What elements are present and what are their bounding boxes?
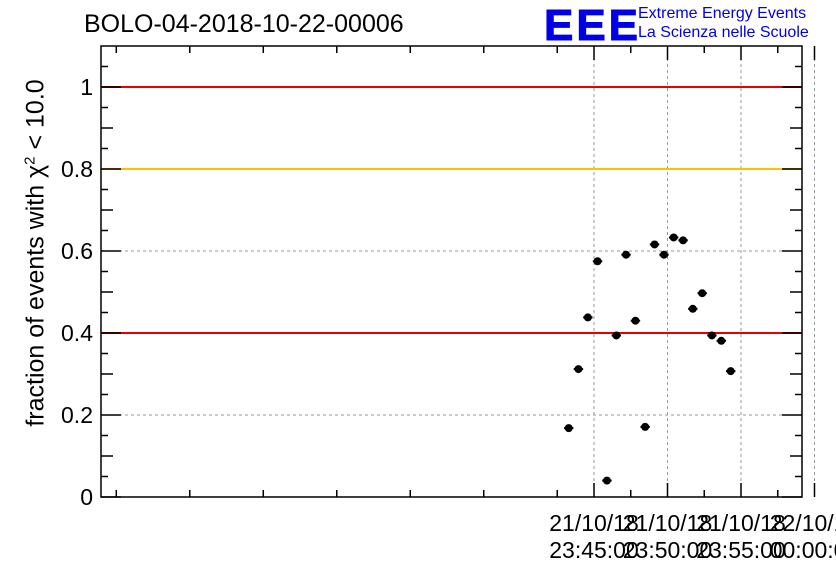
data-point — [688, 304, 698, 313]
point-marker — [602, 476, 611, 485]
point-marker — [698, 289, 707, 298]
data-point — [640, 422, 650, 431]
chart-title: BOLO-04-2018-10-22-00006 — [84, 10, 404, 38]
point-marker — [574, 365, 583, 374]
data-point — [668, 233, 679, 242]
eee-logo-icon: EEE — [544, 1, 639, 49]
data-point — [707, 331, 717, 340]
y-tick-label: 1 — [80, 74, 93, 100]
point-marker — [707, 331, 716, 340]
svg-text:EEE: EEE — [544, 1, 637, 48]
point-marker — [622, 250, 631, 259]
logo-line-1: Extreme Energy Events — [638, 5, 807, 22]
point-marker — [659, 250, 668, 259]
point-marker — [583, 313, 592, 322]
data-point — [678, 236, 688, 245]
data-point — [611, 331, 622, 340]
x-tick-label-time: 23:50:00 — [623, 537, 713, 563]
axis-tick-labels: 21/10/1823:45:0021/10/1823:50:0021/10/18… — [61, 74, 836, 563]
point-marker — [717, 336, 726, 345]
data-point — [726, 367, 736, 376]
logo-text: Extreme Energy Events La Scienza nelle S… — [638, 4, 809, 42]
data-point — [649, 240, 660, 249]
x-tick-label-date: 22/10/18 — [770, 510, 836, 536]
y-tick-label: 0.6 — [61, 238, 93, 264]
y-tick-label: 0.2 — [61, 402, 93, 428]
x-tick-label-date: 21/10/18 — [696, 510, 786, 536]
logo-line-2: La Scienza nelle Scuole — [638, 24, 809, 41]
data-point — [659, 250, 669, 259]
data-point — [583, 313, 593, 322]
point-marker — [688, 304, 697, 313]
data-point — [697, 289, 707, 298]
x-tick-label-date: 21/10/18 — [549, 510, 639, 536]
y-tick-label: 0.4 — [61, 320, 93, 346]
point-marker — [726, 367, 735, 376]
point-marker — [650, 240, 659, 249]
reference-lines — [101, 86, 802, 334]
point-marker — [564, 424, 573, 433]
x-tick-label-time: 00:00:00 — [770, 537, 836, 563]
x-tick-label-date: 21/10/18 — [623, 510, 713, 536]
data-points — [564, 233, 736, 485]
x-tick-label-time: 23:45:00 — [549, 537, 639, 563]
y-tick-label: 0.8 — [61, 156, 93, 182]
point-marker — [631, 316, 640, 325]
grid-lines — [101, 46, 815, 497]
data-point — [621, 250, 631, 259]
data-point — [573, 365, 584, 374]
point-marker — [641, 422, 650, 431]
data-point — [630, 316, 641, 325]
point-marker — [593, 257, 602, 266]
data-point — [716, 336, 727, 345]
point-marker — [679, 236, 688, 245]
data-point — [564, 424, 574, 433]
plot-frame — [100, 45, 803, 498]
x-tick-label-time: 23:55:00 — [696, 537, 786, 563]
axis-ticks — [101, 46, 816, 498]
data-point — [592, 257, 603, 266]
y-tick-label: 0 — [80, 484, 93, 510]
data-point — [602, 476, 612, 485]
point-marker — [669, 233, 678, 242]
point-marker — [612, 331, 621, 340]
